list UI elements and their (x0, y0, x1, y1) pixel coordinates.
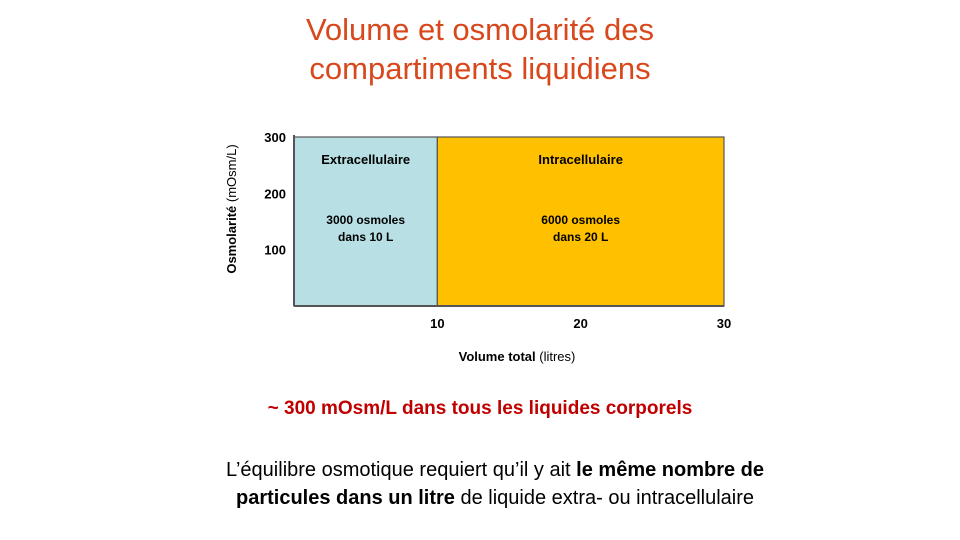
title-line-1: Volume et osmolarité des (305, 12, 655, 47)
highlight-statement: ~ 300 mOsm/L dans tous les liquides corp… (267, 398, 693, 419)
x-tick-label-3: 30 (717, 316, 731, 331)
page-title: Volume et osmolarité des compartiments l… (0, 10, 960, 88)
y-axis-label-unit: (mOsm/L) (224, 144, 239, 202)
x-axis-label: Volume total (litres) (459, 349, 576, 364)
footer-line1-bold: le même nombre de (576, 459, 765, 481)
x-axis-label-unit: (litres) (539, 349, 575, 364)
compartment-label-line1-2: 6000 osmoles (541, 213, 620, 227)
title-line-2: compartiments liquidiens (309, 51, 651, 86)
footer-line-1: L’équilibre osmotique requiert qu’il y a… (0, 456, 960, 484)
compartment-name-2: Intracellulaire (538, 152, 623, 167)
y-axis-label-bold: Osmolarité (224, 202, 239, 274)
y-tick-label-2: 200 (264, 186, 286, 201)
y-tick-label-3: 300 (264, 130, 286, 145)
footer-line-2: particules dans un litre de liquide extr… (0, 484, 960, 512)
footer-line2-normal: de liquide extra- ou intracellulaire (454, 487, 754, 509)
footer-line2-bold: particules dans un litre (235, 487, 455, 509)
compartment-bar-2 (436, 136, 725, 307)
compartment-label-line1-1: 3000 osmoles (326, 213, 405, 227)
x-axis-label-bold: Volume total (459, 349, 540, 364)
footer-statement: L’équilibre osmotique requiert qu’il y a… (0, 456, 960, 512)
compartment-label-line2-2: dans 20 L (553, 230, 608, 244)
x-tick-label-1: 10 (430, 316, 444, 331)
y-axis-label: Osmolarité (mOsm/L) (224, 144, 239, 273)
y-tick-label-1: 100 (264, 243, 286, 258)
x-tick-label-2: 20 (573, 316, 587, 331)
footer-line1-normal: L’équilibre osmotique requiert qu’il y a… (225, 459, 577, 481)
compartment-name-1: Extracellulaire (321, 152, 410, 167)
compartment-label-line2-1: dans 10 L (338, 230, 393, 244)
